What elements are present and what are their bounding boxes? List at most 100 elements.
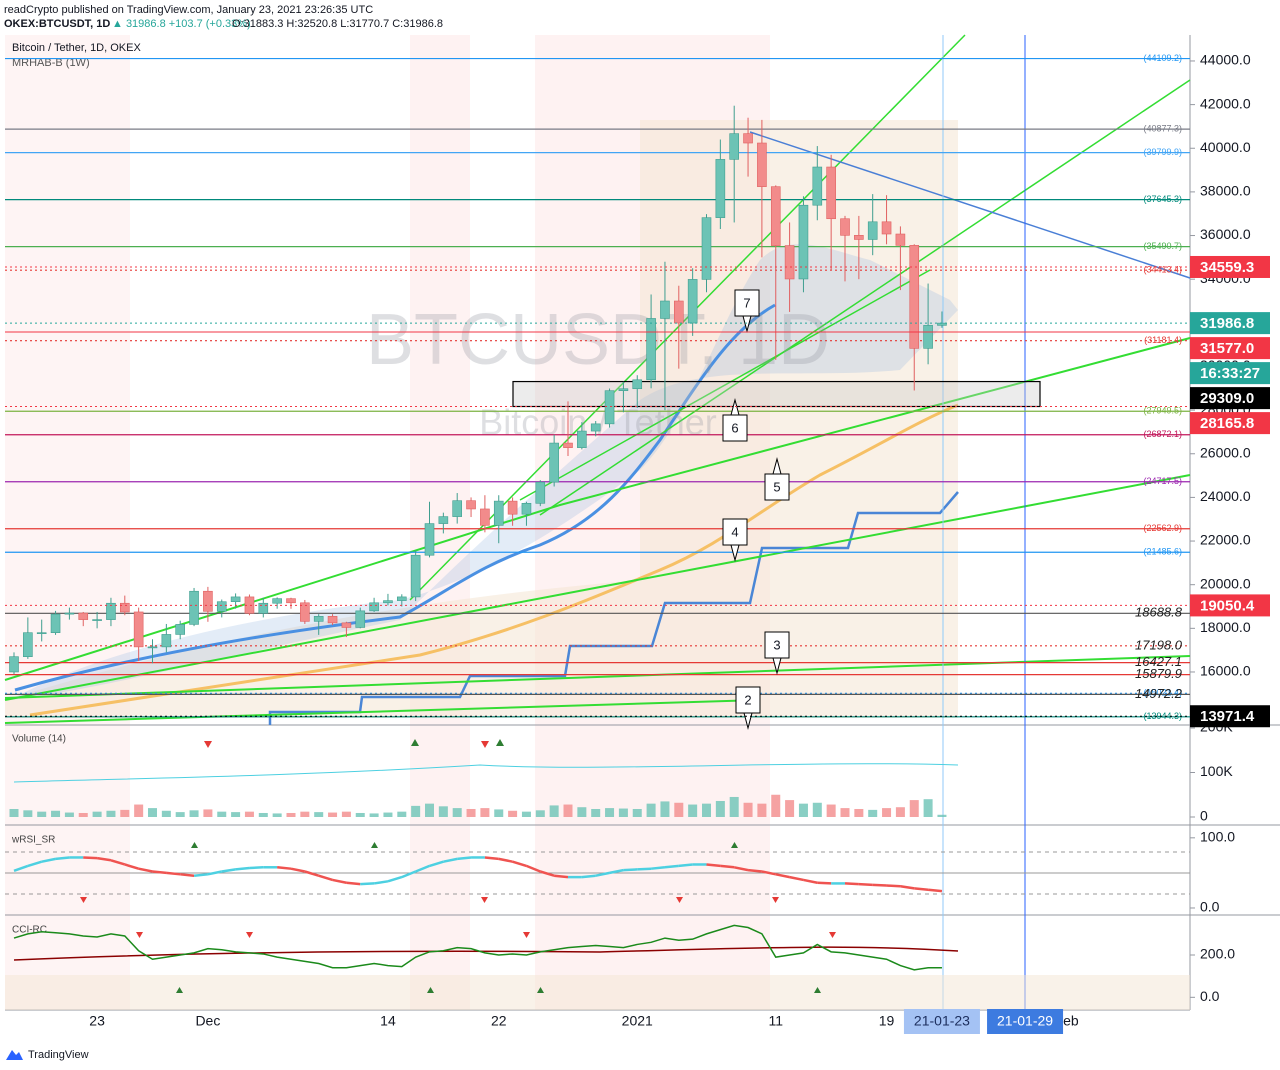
- volume-bar: [244, 811, 254, 817]
- indicator-line: [609, 868, 624, 875]
- y-tick-label: 36000.0: [1200, 226, 1251, 242]
- volume-bar: [563, 804, 573, 817]
- candle-body: [92, 619, 102, 621]
- volume-bar: [341, 811, 351, 817]
- volume-bar: [23, 810, 33, 817]
- x-highlight: [987, 1009, 1064, 1034]
- price-tag: [1190, 594, 1270, 617]
- volume-bar: [300, 811, 310, 817]
- volume-bar: [438, 806, 448, 817]
- indicator-line: [332, 878, 347, 884]
- indicator-line: [346, 881, 361, 886]
- volume-bar: [397, 811, 407, 817]
- brand: TradingView: [28, 1049, 89, 1061]
- indicator-line: [55, 856, 70, 861]
- indicator-line: [512, 860, 527, 868]
- price-tag: [1190, 705, 1270, 728]
- y-tick-label: 16000.0: [1200, 663, 1251, 679]
- indicator-line: [858, 882, 873, 887]
- watermark: BTCUSDT, 1D: [366, 300, 830, 380]
- callout-label: 7: [743, 295, 750, 310]
- level-label: 17198.0: [1135, 637, 1183, 652]
- candle-body: [230, 596, 241, 603]
- candle-body: [203, 590, 213, 612]
- y-tick-label: 22000.0: [1200, 532, 1251, 548]
- x-highlight: [903, 1009, 980, 1034]
- indicator-line: [360, 882, 375, 886]
- candle-body: [286, 598, 296, 604]
- price-tag: [1190, 412, 1270, 435]
- indicator-line: [706, 863, 721, 868]
- level-label: 15879.9: [1135, 666, 1182, 681]
- price-tag-label: 31577.0: [1200, 340, 1254, 357]
- volume-bar: [577, 807, 587, 817]
- indicator-line: [817, 881, 832, 885]
- indicator-line: [803, 878, 818, 884]
- y-tick-label: 40000.0: [1200, 139, 1251, 155]
- cci-signal: [13, 946, 959, 961]
- volume-bar: [618, 808, 628, 817]
- range-box: [512, 380, 1041, 408]
- price-tag-label: 28165.8: [1200, 415, 1254, 432]
- level-label: (24717.5): [1143, 476, 1182, 486]
- candle-body: [701, 217, 712, 280]
- callout-box: [722, 518, 748, 562]
- arrow-down: [829, 932, 836, 938]
- volume-bar: [328, 812, 338, 817]
- indicator-line: [180, 873, 195, 877]
- arrow-down: [204, 741, 212, 748]
- y-tick-label: 100.0: [1200, 829, 1235, 845]
- level-label: (40877.3): [1143, 123, 1182, 133]
- indicator-line: [900, 884, 915, 890]
- volume-bar: [355, 812, 365, 817]
- volume-bar: [286, 812, 296, 817]
- candle-body: [189, 590, 199, 625]
- volume-bar: [411, 805, 421, 817]
- y-tick-label: 0.0: [1200, 988, 1220, 1004]
- y-tick-label: 44000.0: [1200, 52, 1251, 68]
- indicator-line: [235, 866, 250, 871]
- volume-bar: [258, 812, 268, 817]
- volume-bar: [771, 794, 781, 817]
- indicator-line: [914, 887, 929, 891]
- arrow-up: [814, 987, 821, 993]
- candle-body: [424, 523, 435, 556]
- level-label: 18688.8: [1135, 605, 1183, 620]
- indicator-line: [110, 859, 126, 866]
- indicator-line: [664, 864, 679, 869]
- volume-bar: [840, 808, 850, 817]
- candle-body: [410, 554, 421, 598]
- x-tick-label: 22: [491, 1013, 507, 1029]
- indicator-line: [429, 860, 444, 868]
- indicator-line: [623, 868, 638, 872]
- indicator-line: [443, 857, 458, 863]
- price-tag: [1190, 362, 1270, 385]
- volume-bar: [92, 811, 102, 817]
- candle-body: [632, 379, 643, 390]
- volume-bar: [466, 808, 476, 817]
- candle-body: [23, 632, 33, 657]
- indicator-line: [484, 856, 499, 861]
- candle-body: [784, 245, 795, 280]
- arrow-down: [136, 932, 143, 938]
- volume-bar: [646, 803, 656, 817]
- chart-title: Bitcoin / Tether, 1D, OKEX: [12, 42, 141, 54]
- indicator-line: [373, 880, 389, 885]
- y-tick-label: 26000.0: [1200, 444, 1251, 460]
- pane-title: wRSI_SR: [11, 835, 55, 846]
- indicator-line: [844, 882, 859, 886]
- volume-bar: [161, 810, 171, 817]
- indicator-line: [650, 866, 666, 870]
- level-label: (35490.7): [1143, 241, 1182, 251]
- volume-bar: [272, 813, 282, 817]
- candle-body: [147, 646, 158, 649]
- callout-label: 3: [773, 637, 780, 652]
- candle-body: [272, 598, 282, 604]
- volume-bar: [521, 811, 531, 817]
- price-tag-label: 29309.0: [1200, 390, 1254, 407]
- candle-body: [757, 142, 767, 187]
- indicator-line: [789, 875, 804, 882]
- arrow-down: [246, 932, 253, 938]
- x-tick-label: 2021: [622, 1013, 653, 1029]
